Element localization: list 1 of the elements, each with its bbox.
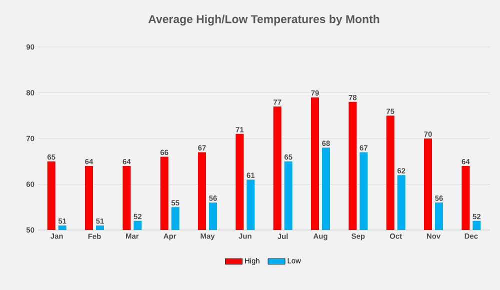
chart-title: Average High/Low Temperatures by Month xyxy=(148,14,380,26)
